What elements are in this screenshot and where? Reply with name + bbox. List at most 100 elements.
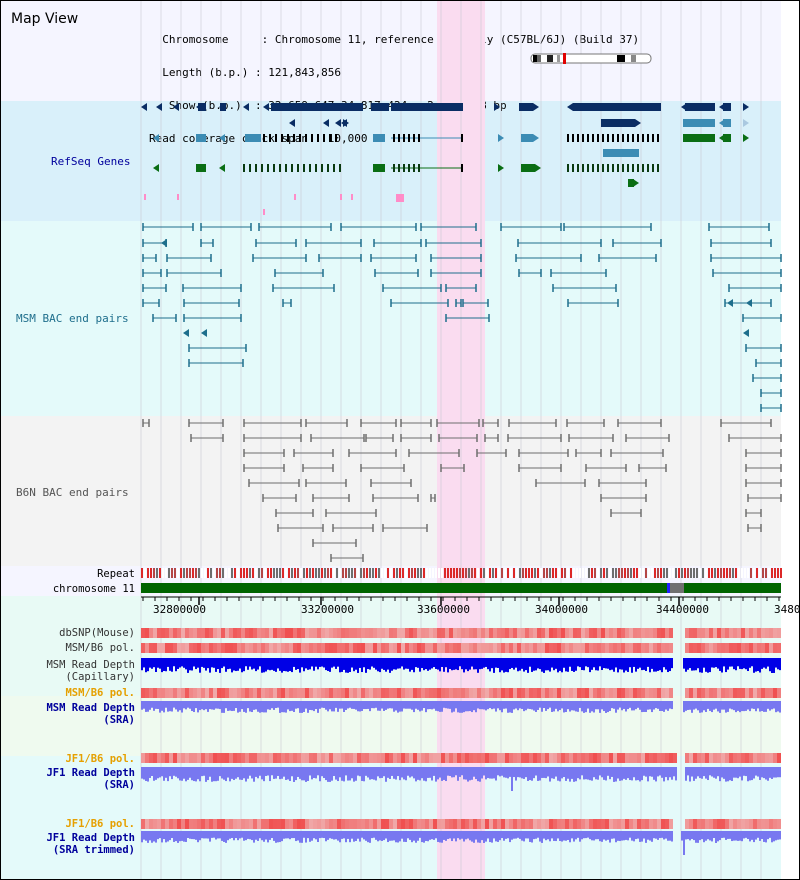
- read-depth-bar: [663, 767, 665, 782]
- pol-heat-cell: [613, 753, 617, 763]
- pol-heat-cell: [249, 628, 253, 638]
- read-depth-bar: [427, 701, 429, 710]
- read-depth-bar: [421, 767, 423, 779]
- read-depth-bar: [527, 658, 529, 673]
- read-depth-bar: [435, 658, 437, 669]
- pol-heat-cell: [217, 628, 221, 638]
- repeat-mark: [522, 568, 524, 578]
- read-depth-bar: [527, 831, 529, 839]
- pol-heat-cell: [545, 819, 549, 829]
- strand-arrow: [635, 119, 641, 127]
- pol-heat-cell: [549, 628, 553, 638]
- pol-heat-cell: [453, 688, 457, 698]
- exon-block: [373, 164, 385, 172]
- repeat-mark: [498, 568, 500, 578]
- read-depth-bar: [745, 831, 747, 838]
- read-depth-bar: [361, 767, 363, 781]
- read-depth-bar: [713, 658, 715, 668]
- read-depth-bar: [175, 831, 177, 842]
- read-depth-bar: [569, 767, 571, 782]
- read-depth-bar: [235, 701, 237, 709]
- exon-block: [652, 134, 654, 142]
- read-depth-bar: [411, 767, 413, 777]
- read-depth-bar: [339, 658, 341, 673]
- pol-heat-cell: [437, 753, 441, 763]
- pol-heat-cell: [325, 819, 329, 829]
- repeat-mark: [702, 568, 704, 578]
- strand-arrow: [161, 239, 167, 247]
- read-depth-bar: [299, 658, 301, 673]
- repeat-mark: [573, 568, 575, 578]
- read-depth-bar: [513, 658, 515, 670]
- read-depth-bar: [593, 658, 595, 668]
- read-depth-bar: [559, 701, 561, 711]
- msm-bac-label[interactable]: MSM BAC end pairs: [16, 312, 129, 325]
- exon-block: [198, 103, 206, 111]
- pol-heat-cell: [309, 643, 313, 653]
- read-depth-bar: [715, 767, 717, 779]
- pol-heat-cell: [225, 688, 229, 698]
- read-depth-bar: [483, 658, 485, 668]
- pol-heat-cell: [629, 753, 633, 763]
- pol-heat-cell: [261, 819, 265, 829]
- pol-heat-cell: [585, 628, 589, 638]
- read-depth-bar: [349, 831, 351, 843]
- repeat-mark: [456, 568, 458, 578]
- pol-heat-cell: [737, 753, 741, 763]
- repeat-mark: [240, 568, 242, 578]
- read-depth-bar: [691, 658, 693, 671]
- pol-heat-cell: [609, 688, 613, 698]
- pol-heat-cell: [301, 643, 305, 653]
- pol-heat-cell: [333, 643, 337, 653]
- read-depth-bar: [621, 831, 623, 841]
- read-depth-bar: [413, 658, 415, 673]
- read-depth-bar: [763, 767, 765, 779]
- read-depth-bar: [185, 701, 187, 710]
- read-depth-bar: [201, 831, 203, 839]
- read-depth-bar: [779, 658, 781, 671]
- pol-heat-cell: [261, 643, 265, 653]
- pol-heat-cell: [709, 643, 713, 653]
- read-depth-bar: [293, 701, 295, 712]
- read-depth-bar: [697, 701, 699, 711]
- exon-block: [521, 134, 533, 142]
- read-depth-bar: [727, 767, 729, 782]
- pol-heat-cell: [289, 753, 293, 763]
- repeat-mark: [648, 568, 650, 578]
- read-depth-bar: [671, 767, 673, 780]
- read-depth-bar: [689, 767, 691, 782]
- read-depth-bar: [449, 767, 451, 776]
- pol-heat-cell: [321, 753, 325, 763]
- read-depth-bar: [177, 767, 179, 779]
- read-depth-bar: [747, 701, 749, 710]
- repeat-mark: [603, 568, 605, 578]
- pol-heat-cell: [265, 643, 269, 653]
- pol-heat-cell: [537, 819, 541, 829]
- pol-heat-cell: [249, 753, 253, 763]
- read-depth-bar: [617, 701, 619, 710]
- pol-heat-cell: [513, 688, 517, 698]
- b6n-bac-label[interactable]: B6N BAC end pairs: [16, 486, 129, 499]
- read-depth-bar: [219, 701, 221, 710]
- read-depth-bar: [525, 767, 527, 778]
- read-depth-bar: [211, 658, 213, 668]
- pol-heat-cell: [417, 643, 421, 653]
- refseq-genes-label[interactable]: RefSeq Genes: [51, 155, 131, 168]
- read-depth-bar: [183, 831, 185, 842]
- pol-heat-cell: [753, 688, 757, 698]
- read-depth-bar: [477, 831, 479, 843]
- repeat-mark: [399, 568, 401, 578]
- repeat-mark: [660, 568, 662, 578]
- read-depth-bar: [341, 767, 343, 781]
- read-depth-bar: [693, 831, 695, 841]
- pol-heat-cell: [565, 628, 569, 638]
- read-depth-bar: [481, 658, 483, 669]
- read-depth-bar: [219, 831, 221, 839]
- read-depth-bar: [325, 767, 327, 781]
- pol-heat-cell: [453, 819, 457, 829]
- repeat-mark: [294, 568, 296, 578]
- read-depth-bar: [431, 767, 433, 781]
- read-depth-bar: [173, 701, 175, 708]
- repeat-mark: [345, 568, 347, 578]
